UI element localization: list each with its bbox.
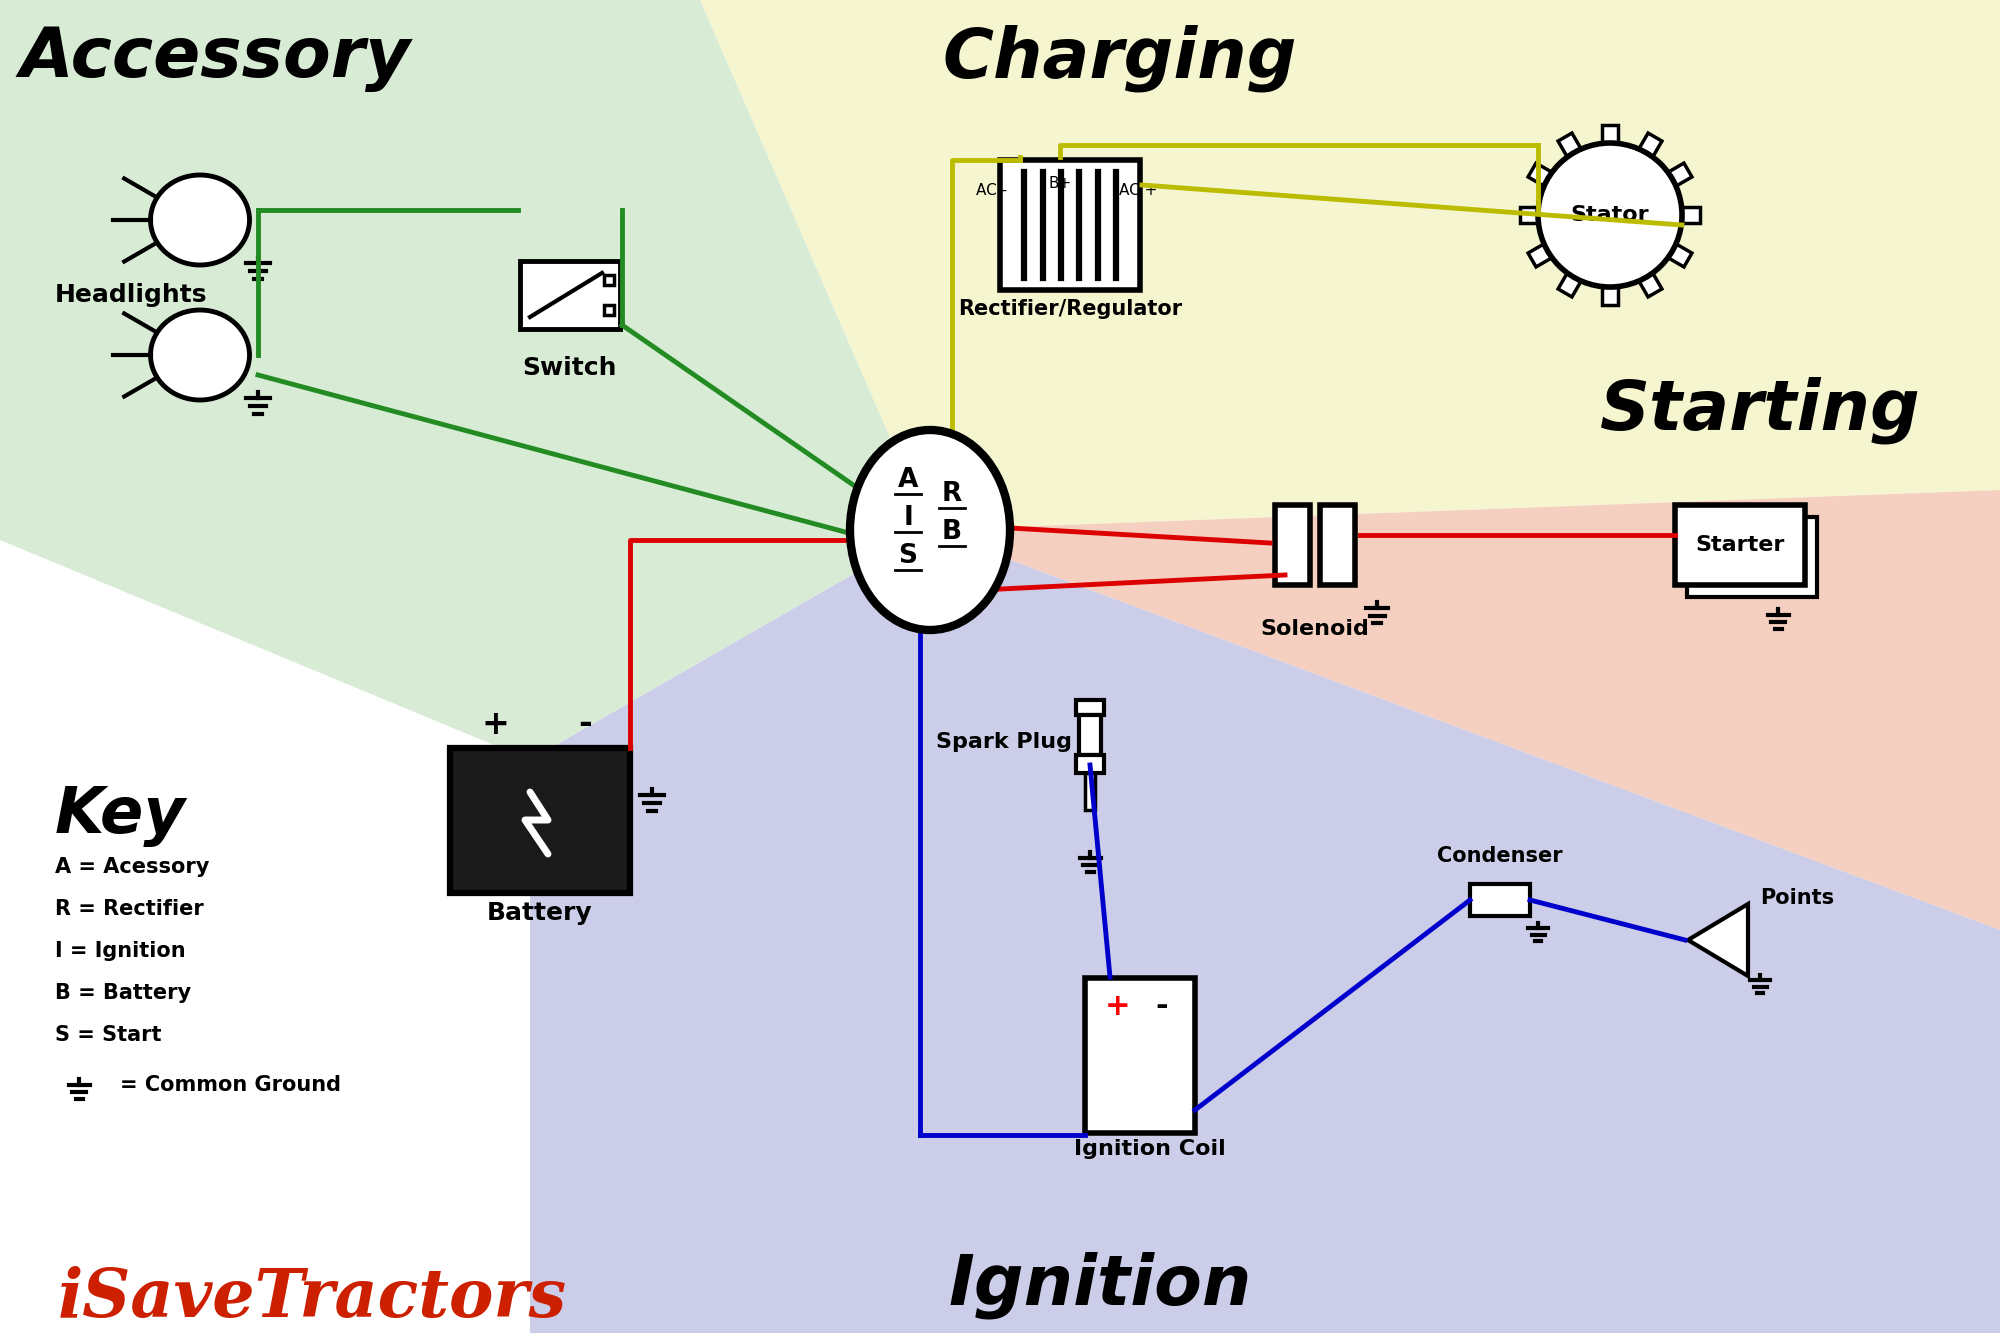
Text: Condenser: Condenser xyxy=(1438,846,1562,866)
Bar xyxy=(1000,160,1140,291)
Polygon shape xyxy=(1558,133,1580,157)
Polygon shape xyxy=(0,0,930,760)
Ellipse shape xyxy=(150,311,250,400)
Text: Charging: Charging xyxy=(942,24,1298,92)
Text: Key: Key xyxy=(56,785,186,846)
Text: Solenoid: Solenoid xyxy=(1260,619,1370,639)
Text: Starter: Starter xyxy=(1696,535,1784,555)
Text: Accessory: Accessory xyxy=(20,24,410,92)
Ellipse shape xyxy=(850,431,1010,631)
Text: Switch: Switch xyxy=(522,356,618,380)
Text: A = Acessory: A = Acessory xyxy=(56,857,210,877)
Bar xyxy=(604,305,614,315)
Bar xyxy=(1080,714,1100,754)
Text: iSaveTractors: iSaveTractors xyxy=(58,1265,568,1330)
Polygon shape xyxy=(1640,273,1662,297)
Polygon shape xyxy=(700,0,2000,531)
Text: Points: Points xyxy=(1760,888,1834,908)
Bar xyxy=(604,275,614,285)
Text: Headlights: Headlights xyxy=(56,283,208,307)
Bar xyxy=(1084,773,1096,810)
Text: R: R xyxy=(942,481,962,507)
Polygon shape xyxy=(1640,133,1662,157)
Text: Stator: Stator xyxy=(1570,205,1650,225)
Bar xyxy=(450,748,630,893)
Text: AC +: AC + xyxy=(1118,183,1158,199)
Bar xyxy=(1320,505,1356,585)
Text: B = Battery: B = Battery xyxy=(56,982,192,1002)
Ellipse shape xyxy=(150,175,250,265)
Text: B: B xyxy=(942,519,962,545)
Text: Starting: Starting xyxy=(1600,376,1920,444)
Text: Ignition: Ignition xyxy=(948,1252,1252,1318)
Bar xyxy=(1084,977,1196,1133)
Text: Ignition Coil: Ignition Coil xyxy=(1074,1138,1226,1158)
Text: I = Ignition: I = Ignition xyxy=(56,941,186,961)
Bar xyxy=(1470,884,1530,916)
Polygon shape xyxy=(530,531,2000,1333)
Text: S = Start: S = Start xyxy=(56,1025,162,1045)
Bar xyxy=(1276,505,1310,585)
Bar xyxy=(520,261,620,329)
Text: Battery: Battery xyxy=(488,901,592,925)
Text: S: S xyxy=(898,543,918,569)
Text: -: - xyxy=(1156,992,1168,1021)
Polygon shape xyxy=(1602,125,1618,143)
Bar xyxy=(1688,517,1816,597)
Polygon shape xyxy=(930,491,2000,930)
Polygon shape xyxy=(1668,163,1692,185)
Polygon shape xyxy=(1528,244,1552,267)
Bar xyxy=(1076,700,1104,714)
Text: -: - xyxy=(578,708,592,741)
Polygon shape xyxy=(1528,163,1552,185)
Text: +: + xyxy=(1106,992,1130,1021)
Polygon shape xyxy=(1688,904,1748,976)
Text: AC -: AC - xyxy=(976,183,1008,199)
Text: Rectifier/Regulator: Rectifier/Regulator xyxy=(958,299,1182,319)
Polygon shape xyxy=(1558,273,1580,297)
Text: +: + xyxy=(482,708,508,741)
Text: A: A xyxy=(898,467,918,493)
Text: B+: B+ xyxy=(1048,176,1072,191)
Bar xyxy=(1676,505,1804,585)
Text: Spark Plug: Spark Plug xyxy=(936,732,1072,752)
Text: = Common Ground: = Common Ground xyxy=(120,1074,340,1094)
Text: R = Rectifier: R = Rectifier xyxy=(56,898,204,918)
Circle shape xyxy=(1538,143,1682,287)
Polygon shape xyxy=(1682,207,1700,223)
Bar xyxy=(1076,754,1104,773)
Polygon shape xyxy=(1668,244,1692,267)
Polygon shape xyxy=(1602,287,1618,305)
Polygon shape xyxy=(1520,207,1538,223)
Text: I: I xyxy=(904,505,912,531)
